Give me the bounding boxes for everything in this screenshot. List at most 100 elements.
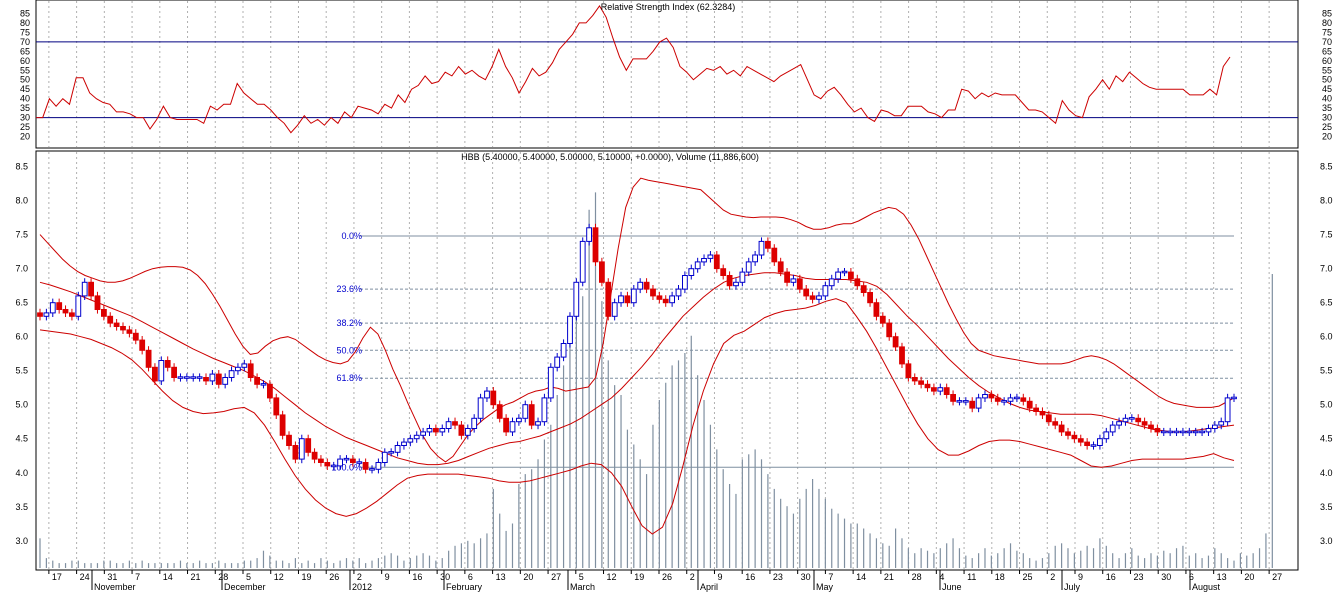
candle-up [337, 458, 344, 467]
candle-up [407, 438, 414, 443]
rsi-y-tick-label: 20 [20, 132, 30, 142]
bollinger-lower-band [39, 298, 1235, 535]
x-day-label: 21 [191, 572, 201, 582]
rsi-y-tick-label: 65 [20, 46, 30, 56]
candle-up [196, 376, 203, 379]
candle-up [1001, 400, 1008, 403]
rsi-y-tick-label: 45 [1322, 84, 1332, 94]
price-y-axis-left: 3.0 3.5 4.0 4.5 5.0 5.5 6.0 6.5 7.0 7.5 8.0 8.5 [15, 162, 28, 546]
x-day-label: 2 [690, 572, 695, 582]
x-day-label: 26 [662, 572, 672, 582]
candle-up [445, 421, 452, 430]
candle-up [1218, 421, 1225, 426]
price-y-axis-right: 3.0 3.5 4.0 4.5 5.0 5.5 6.0 6.5 7.0 7.5 8.0 8.5 [1320, 162, 1333, 546]
candle-down [145, 349, 152, 368]
candle-up [1180, 430, 1186, 434]
rsi-y-tick-label: 20 [1322, 132, 1332, 142]
x-day-label: 25 [1023, 572, 1033, 582]
candle-down [713, 254, 720, 270]
bollinger-upper-band [39, 177, 1235, 463]
candle-up [975, 397, 982, 409]
candle-down [969, 400, 976, 409]
candle-down [318, 458, 324, 464]
candle-down [120, 326, 126, 331]
x-day-label: 16 [1106, 572, 1116, 582]
x-day-label: 27 [551, 572, 561, 582]
candle-down [254, 377, 260, 385]
candle-up [222, 377, 229, 385]
candle-up [822, 285, 829, 297]
candle-down [139, 339, 146, 351]
x-day-label: 12 [607, 572, 617, 582]
candle-up [560, 343, 567, 358]
candle-up [43, 312, 50, 317]
x-month-label: November [94, 582, 136, 592]
candle-down [113, 322, 120, 328]
x-day-label: 30 [801, 572, 811, 582]
rsi-y-tick-label: 55 [20, 65, 30, 75]
x-day-label: 28 [218, 572, 228, 582]
candle-down [1039, 411, 1046, 416]
candle-up [618, 295, 624, 304]
candle-up [1109, 424, 1116, 433]
x-day-label: 19 [301, 572, 311, 582]
candle-down [452, 421, 458, 426]
candle-down [1071, 434, 1078, 440]
candle-up [611, 302, 618, 317]
candle-up [579, 240, 586, 283]
fibonacci-levels: 0.0% 23.6% 38.2% 50.0% 61.8% 100.0% [331, 231, 1234, 472]
candle-up [1014, 396, 1020, 400]
rsi-y-tick-label: 45 [20, 84, 30, 94]
rsi-y-tick-label: 75 [1322, 27, 1332, 37]
x-month-label: February [446, 582, 483, 592]
rsi-y-tick-label: 60 [1322, 56, 1332, 66]
candle-down [350, 458, 356, 464]
price-y-tick-label: 4.0 [1320, 468, 1333, 478]
candle-down [873, 302, 880, 317]
candle-up [1167, 430, 1174, 434]
price-y-tick-label: 6.0 [15, 332, 28, 342]
x-day-label: 20 [1244, 572, 1254, 582]
candle-up [158, 360, 165, 382]
candle-down [605, 281, 612, 317]
rsi-y-tick-label: 30 [20, 113, 30, 123]
candle-down [215, 373, 222, 385]
x-day-label: 30 [440, 572, 450, 582]
price-y-tick-label: 6.5 [15, 298, 28, 308]
rsi-y-tick-label: 25 [20, 122, 30, 132]
x-month-label: July [1064, 582, 1081, 592]
candle-up [688, 268, 695, 277]
candle-down [132, 332, 139, 341]
fibonacci-label: 0.0% [341, 231, 362, 241]
candle-up [235, 366, 241, 372]
candle-up [1199, 430, 1205, 434]
candle-down [503, 417, 510, 433]
candle-down [1148, 424, 1154, 430]
candle-up [669, 295, 676, 304]
rsi-y-tick-label: 50 [1322, 75, 1332, 85]
candle-down [1045, 414, 1052, 423]
x-day-label: 9 [717, 572, 722, 582]
candle-down [247, 363, 254, 378]
rsi-y-tick-label: 85 [1322, 8, 1332, 18]
candle-up [573, 281, 580, 317]
x-day-label: 7 [135, 572, 140, 582]
candle-up [190, 376, 197, 379]
candle-down [899, 346, 905, 365]
rsi-y-tick-label: 25 [1322, 122, 1332, 132]
x-day-label: 17 [52, 572, 62, 582]
rsi-y-tick-label: 70 [1322, 37, 1332, 47]
candle-down [720, 268, 727, 277]
candle-up [330, 464, 337, 468]
candle-up [637, 281, 644, 290]
candle-down [152, 366, 158, 382]
x-day-label: 16 [745, 572, 755, 582]
price-y-tick-label: 5.0 [15, 400, 28, 410]
x-day-label: 14 [163, 572, 173, 582]
price-y-tick-label: 4.5 [1320, 434, 1333, 444]
rsi-y-tick-label: 65 [1322, 46, 1332, 56]
candle-down [94, 295, 101, 310]
candle-up [1116, 421, 1122, 426]
price-y-tick-label: 4.5 [15, 434, 28, 444]
price-y-tick-label: 5.5 [1320, 366, 1333, 376]
